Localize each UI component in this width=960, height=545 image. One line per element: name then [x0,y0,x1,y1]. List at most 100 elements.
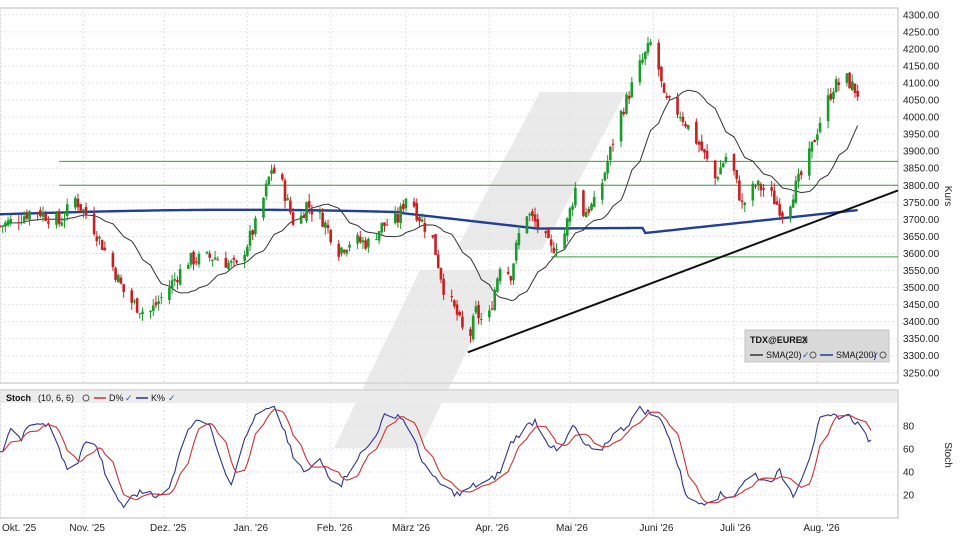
candle [264,179,268,201]
candle [364,237,367,251]
legend-check-sma200: ✓ [872,350,880,360]
candle-body [458,312,462,316]
candle [810,141,814,159]
candle-body [248,230,252,246]
candle-body [243,254,246,261]
candle-body [552,247,556,253]
candle [506,266,510,276]
candle-body [0,225,2,227]
candle [367,237,370,253]
candle [660,66,663,88]
candle-body [813,139,816,143]
candle [751,180,755,207]
candle-body [289,200,292,213]
candle-body [173,278,177,281]
candle-body [662,83,666,93]
candle [25,209,29,221]
candle-body [845,73,849,83]
candle [606,155,609,180]
candle-body [584,212,588,218]
candle-body [498,269,502,282]
candle [20,215,23,225]
candle [100,239,104,251]
candle [270,164,273,181]
candle-body [721,163,725,168]
price-tick-label: 3500.00 [903,283,940,294]
price-tick-label: 3450.00 [903,300,940,311]
candle [65,198,69,221]
candle [643,51,647,66]
candle-body [807,148,811,176]
candle [471,313,475,342]
candle-body [310,211,314,215]
candle [450,289,453,303]
candle-body [630,82,634,98]
candle [590,202,593,212]
candle-body [160,297,163,299]
candle [799,169,803,180]
candle [649,38,652,47]
candle [122,284,125,298]
candle [609,145,612,166]
candle [592,190,596,208]
candle-body [345,249,349,254]
candle-body [603,172,607,181]
candle-body [762,188,765,190]
candle [307,193,311,215]
candle [555,243,558,257]
candle-body [192,251,195,265]
candle-body [555,249,558,251]
candle [22,211,26,225]
candle [154,295,158,309]
stoch-title: Stoch [6,393,31,403]
candle [627,91,631,105]
candle-body [810,141,814,152]
gear-icon [82,394,90,402]
candle-body [246,246,249,256]
candle-body [73,198,77,208]
price-tick-label: 4200.00 [903,44,940,55]
candle-body [76,198,80,208]
candle-body [829,93,833,100]
candle-body [95,236,99,242]
candle [324,220,327,235]
candle-body [324,222,327,228]
candle [743,201,747,212]
price-tick-label: 3950.00 [903,130,940,141]
candle-body [254,218,257,234]
candle [700,134,704,152]
candle [837,78,841,92]
candle-body [356,234,359,244]
candle [619,109,623,148]
candle [762,183,765,197]
x-axis-label: Juli '26 [720,523,751,534]
candle-body [544,231,548,234]
candle-body [342,249,346,253]
candle-body [9,218,13,223]
candle-body [415,203,419,221]
candle [63,211,66,228]
candle-body [751,183,755,201]
candle [192,250,195,270]
price-tick-label: 4300.00 [903,10,940,21]
candle-body [684,123,687,127]
candle-body [665,96,669,98]
candle-body [474,306,478,313]
candle [28,210,31,226]
candle [116,273,120,283]
candle-body [189,252,193,265]
candle-body [609,146,612,160]
candle [775,196,779,206]
candle-body [79,204,82,211]
candle [39,206,42,218]
candle-body [176,279,179,283]
candle [738,175,741,202]
candle [622,107,626,117]
x-axis-label: Dez. '25 [150,523,187,534]
x-axis-label: Nov. '25 [69,523,105,534]
candle [657,39,661,77]
candle [756,179,760,191]
candle-body [514,242,518,261]
candle [724,153,728,164]
